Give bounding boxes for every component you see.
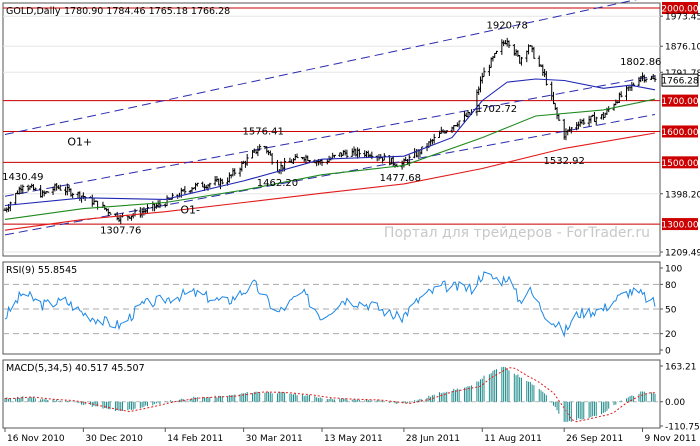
price-annotation-label: 1532.92 xyxy=(543,156,584,167)
macd-title: MACD(5,34,5) 40.517 45.507 xyxy=(6,363,145,374)
price-level-tag-label: 1600.00 xyxy=(661,128,698,138)
price-level-tag xyxy=(662,218,698,231)
date-axis-label: 30 Mar 2011 xyxy=(246,434,303,444)
macd-histogram xyxy=(4,366,656,422)
rsi-line xyxy=(4,271,656,338)
price-axis-label: 1398.20 xyxy=(665,190,700,200)
date-axis-label: 28 Jun 2011 xyxy=(406,434,460,444)
macd-axis-label: 0.00 xyxy=(665,398,685,408)
rsi-axis-label: 20 xyxy=(665,330,677,340)
rsi-axis-label: 100 xyxy=(665,265,682,275)
price-annotations: 1430.49 1307.76 1576.41 1462.20 1477.68 1920.… xyxy=(2,20,661,236)
rsi-axis-label: 80 xyxy=(665,281,677,291)
ma-fast-line xyxy=(4,78,656,207)
price-level-tag xyxy=(662,125,698,138)
date-axis-label: 26 Sep 2011 xyxy=(566,434,623,444)
current-price-tag xyxy=(661,73,699,87)
price-levels xyxy=(3,7,660,225)
ma-slow-line xyxy=(4,132,656,231)
watermark-text: Портал для трейдеров - ForTrader.ru xyxy=(384,225,650,241)
price-level-tag xyxy=(662,2,698,14)
price-panel: Портал для трейдеров - ForTrader.ru 1430… xyxy=(2,0,700,259)
date-x-axis: 16 Nov 2010 30 Dec 2010 14 Feb 2011 30 Mar … xyxy=(4,428,697,444)
price-annotation-label: 1462.20 xyxy=(257,178,298,189)
price-channel-lines xyxy=(4,0,656,236)
price-level-tag xyxy=(662,156,698,169)
macd-signal-line xyxy=(5,367,655,423)
rsi-axis-label: 50 xyxy=(665,306,677,316)
price-level-tag-label: 2000.00 xyxy=(661,5,698,15)
price-axis-label: 1209.49 xyxy=(665,249,700,259)
ma-mid-line xyxy=(4,98,656,220)
symbol-title: GOLD,Daily xyxy=(6,6,61,17)
pattern-annotation-label: O1- xyxy=(180,203,200,216)
ohlc-header: 1780.90 1784.46 1765.18 1766.28 xyxy=(64,6,230,17)
date-axis-label: 9 Nov 2011 xyxy=(645,434,697,444)
price-axis-label: 1973.45 xyxy=(665,13,700,23)
rsi-axis-label: 0 xyxy=(665,347,671,357)
channel-line xyxy=(4,113,656,236)
date-axis-label: 11 Aug 2011 xyxy=(484,434,542,444)
macd-axis-label: -110.751 xyxy=(665,423,700,433)
macd-y-axis: 163.21 0.00 -110.751 xyxy=(660,363,700,433)
date-axis-label: 30 Dec 2010 xyxy=(85,434,143,444)
price-annotation-label: 1477.68 xyxy=(380,173,421,184)
channel-line xyxy=(4,75,656,197)
price-axis-label: 1876.10 xyxy=(665,43,700,53)
current-price-label: 1766.28 xyxy=(661,77,698,87)
rsi-title: RSI(9) 55.8545 xyxy=(6,265,77,276)
price-panel-frame xyxy=(2,2,661,257)
channel-line xyxy=(4,0,638,136)
price-annotation-label: 1702.72 xyxy=(476,104,517,115)
date-axis-label: 13 May 2011 xyxy=(324,434,383,444)
price-annotation-label: 1802.86 xyxy=(620,57,661,68)
price-annotation-label: 1920.78 xyxy=(487,20,528,31)
rsi-panel-frame xyxy=(2,261,661,355)
macd-axis-label: 163.21 xyxy=(665,363,697,373)
pattern-annotation-label: O1+ xyxy=(67,135,92,148)
date-axis-label: 16 Nov 2010 xyxy=(7,434,65,444)
price-level-tag-label: 1500.00 xyxy=(661,159,698,169)
date-axis-label: 14 Feb 2011 xyxy=(167,434,223,444)
macd-panel: MACD(5,34,5) 40.517 45.507 163.21 0.00 -11… xyxy=(2,359,700,433)
price-bars xyxy=(3,37,657,225)
price-level-tag-label: 1700.00 xyxy=(661,97,698,107)
price-level-tag-label: 1300.00 xyxy=(661,221,698,231)
price-level-tag xyxy=(662,94,698,107)
rsi-y-axis: 100 80 50 20 0 xyxy=(660,265,682,357)
price-y-axis: 2000.001973.451876.101791.781700.001600.… xyxy=(660,2,700,259)
rsi-panel: RSI(9) 55.8545 100 80 50 20 0 xyxy=(2,261,682,357)
macd-panel-frame xyxy=(2,359,661,429)
price-annotation-label: 1430.49 xyxy=(2,172,43,183)
price-annotation-label: 1307.76 xyxy=(100,226,141,237)
price-annotation-label: 1576.41 xyxy=(243,127,284,138)
